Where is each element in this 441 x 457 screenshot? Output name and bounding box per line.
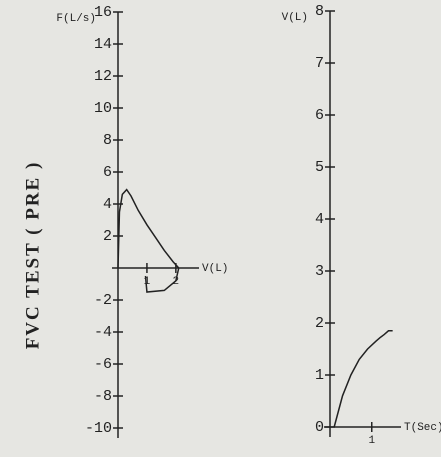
y-tick-label: 8 (315, 3, 324, 20)
x-tick-label: 1 (368, 435, 375, 447)
y-tick-label: 5 (315, 159, 324, 176)
y-tick-label: 14 (94, 36, 112, 53)
y-tick-label: -6 (94, 356, 112, 373)
y-tick-label: 4 (103, 196, 112, 213)
y-tick-label: 10 (94, 100, 112, 117)
y-tick-label: 6 (103, 164, 112, 181)
y-tick-label: -8 (94, 388, 112, 405)
y-tick-label: 2 (315, 315, 324, 332)
y-tick-label: -4 (94, 324, 112, 341)
y-axis-label: F(L/s) (56, 13, 96, 25)
y-tick-label: 2 (103, 228, 112, 245)
x-axis-label: T(Sec) (404, 422, 441, 434)
y-tick-label: 8 (103, 132, 112, 149)
y-tick-label: 0 (315, 419, 324, 436)
data-line (333, 330, 393, 428)
x-tick-label: 1 (144, 276, 151, 288)
y-tick-label: 7 (315, 55, 324, 72)
y-axis-label: V(L) (282, 12, 308, 24)
y-tick-label: 1 (315, 367, 324, 384)
x-tick-label: 2 (173, 276, 180, 288)
x-axis-label: V(L) (202, 263, 228, 275)
y-tick-label: 16 (94, 4, 112, 21)
y-tick-label: 6 (315, 107, 324, 124)
y-tick-label: 12 (94, 68, 112, 85)
y-tick-label: 4 (315, 211, 324, 228)
page-title: FVC TEST ( PRE ) (22, 161, 43, 350)
data-line (117, 188, 180, 293)
y-tick-label: -10 (85, 420, 112, 437)
y-tick-label: -2 (94, 292, 112, 309)
y-tick-label: 3 (315, 263, 324, 280)
